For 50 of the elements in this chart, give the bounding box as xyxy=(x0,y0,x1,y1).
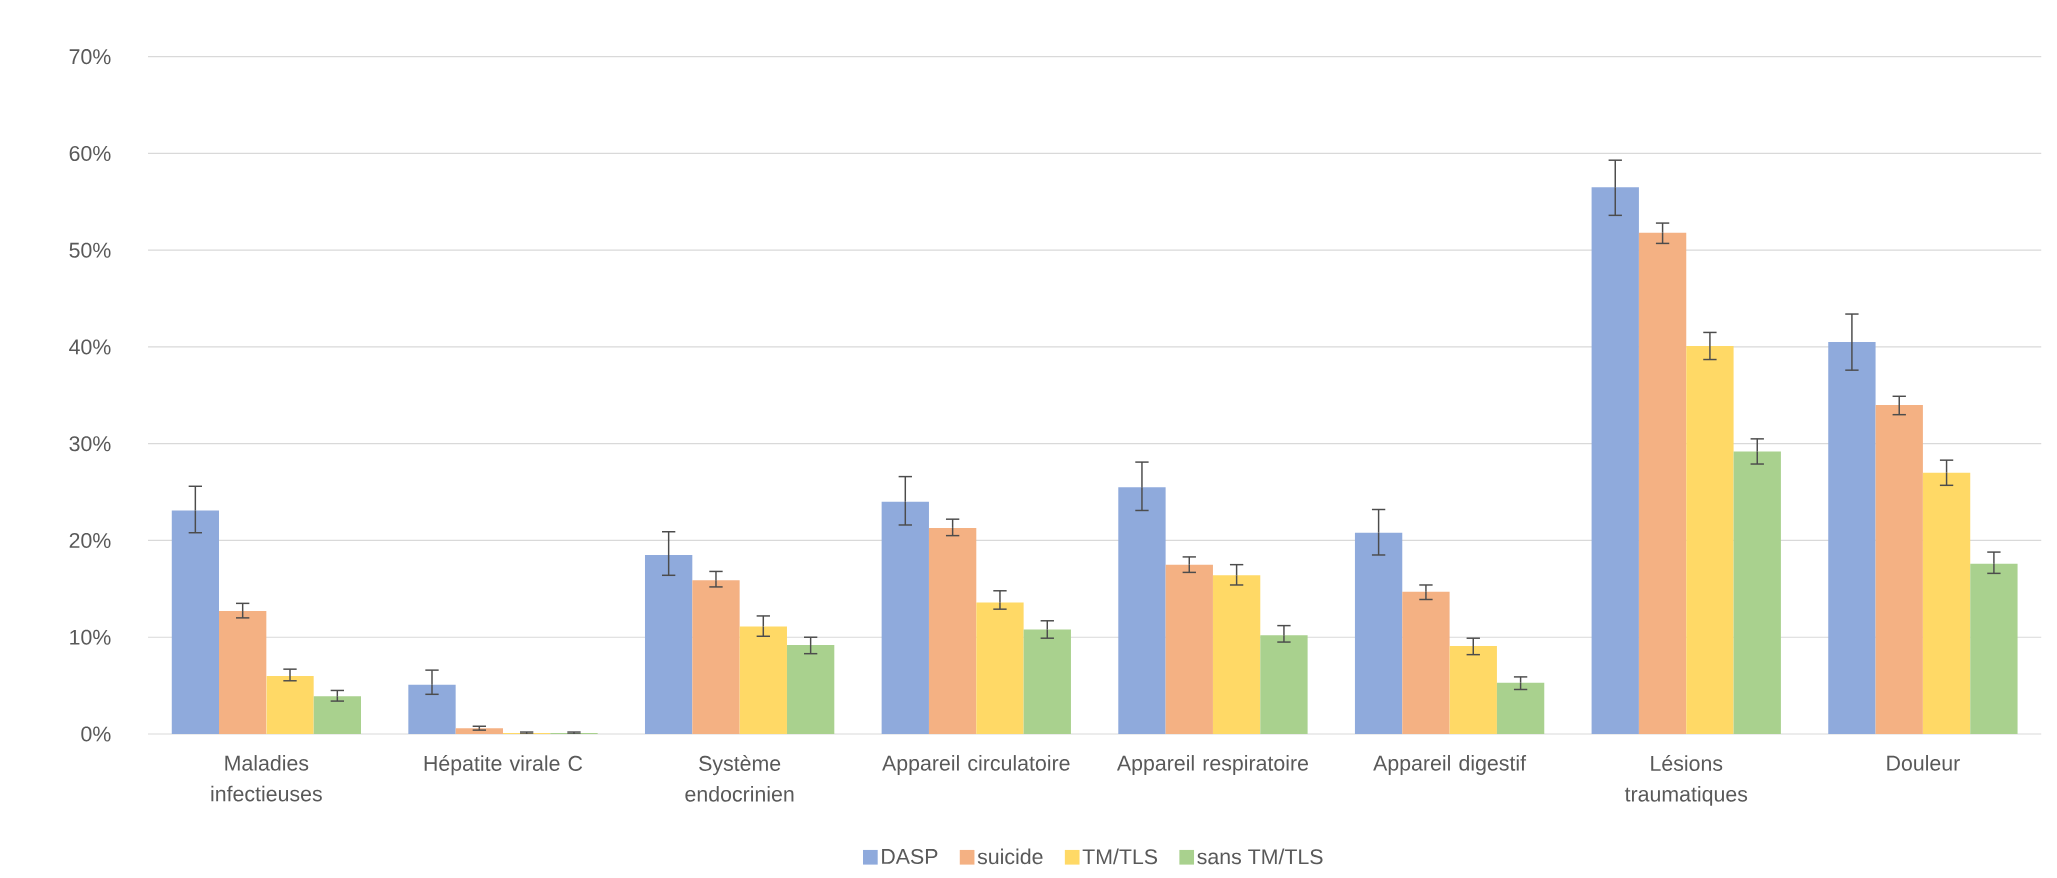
x-tick-label: Appareil circulatoire xyxy=(882,755,1070,775)
bar xyxy=(1496,682,1545,734)
bar xyxy=(455,728,503,734)
y-tick-label: 30% xyxy=(69,436,111,452)
y-tick-label: 60% xyxy=(69,145,111,161)
bar xyxy=(976,602,1024,734)
bar xyxy=(1023,629,1071,734)
bar xyxy=(1165,564,1213,734)
bar xyxy=(786,644,835,734)
x-tick-label: Maladies infectieuses xyxy=(211,755,322,802)
bar xyxy=(171,510,220,734)
bar xyxy=(1970,563,2018,734)
x-tick-label: Hépatite virale C xyxy=(424,755,583,776)
bar xyxy=(408,684,456,734)
bar xyxy=(1828,342,1876,734)
x-tick-label: Douleur xyxy=(1887,755,1960,771)
bar xyxy=(1638,232,1687,734)
x-tick-label: Lésions traumatiques xyxy=(1624,755,1748,806)
bar xyxy=(1591,187,1639,734)
x-tick-label: Appareil digestif xyxy=(1373,755,1527,775)
bar xyxy=(1686,345,1734,734)
legend-label: suicide xyxy=(977,848,1043,865)
bar xyxy=(1212,575,1261,734)
bar xyxy=(881,501,929,734)
bar xyxy=(1260,635,1308,734)
bar xyxy=(1922,472,1971,734)
legend-label: sans TM/TLS xyxy=(1197,848,1323,865)
y-tick-label: 40% xyxy=(69,339,111,355)
bar xyxy=(644,554,693,734)
x-tick-label: Système endocrinien xyxy=(685,755,794,802)
legend-label: DASP xyxy=(882,848,938,864)
bar xyxy=(1402,591,1450,734)
y-tick-label: 0% xyxy=(81,726,111,742)
bar xyxy=(313,696,361,734)
y-tick-label: 70% xyxy=(69,49,111,65)
bar xyxy=(1354,532,1403,734)
bar xyxy=(266,675,314,734)
bar xyxy=(928,527,977,734)
bar xyxy=(1733,451,1781,734)
y-tick-label: 50% xyxy=(69,242,111,258)
bar xyxy=(219,611,267,734)
legend-label: TM/TLS xyxy=(1082,848,1158,865)
bar xyxy=(1449,645,1497,734)
bar xyxy=(1875,405,1923,734)
x-tick-label: Appareil respiratoire xyxy=(1116,755,1308,775)
y-tick-label: 20% xyxy=(69,532,111,549)
bar xyxy=(692,580,740,734)
bar xyxy=(739,626,787,734)
y-tick-label: 10% xyxy=(70,629,111,645)
bar xyxy=(1118,487,1166,734)
